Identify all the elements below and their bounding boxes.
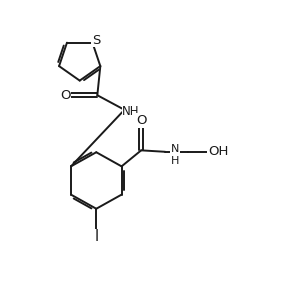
Text: S: S: [92, 34, 100, 47]
Text: N
H: N H: [171, 144, 179, 166]
Text: I: I: [94, 230, 98, 245]
Text: O: O: [136, 114, 147, 127]
Text: NH: NH: [122, 105, 140, 118]
Text: OH: OH: [208, 145, 228, 158]
Text: O: O: [60, 89, 71, 102]
